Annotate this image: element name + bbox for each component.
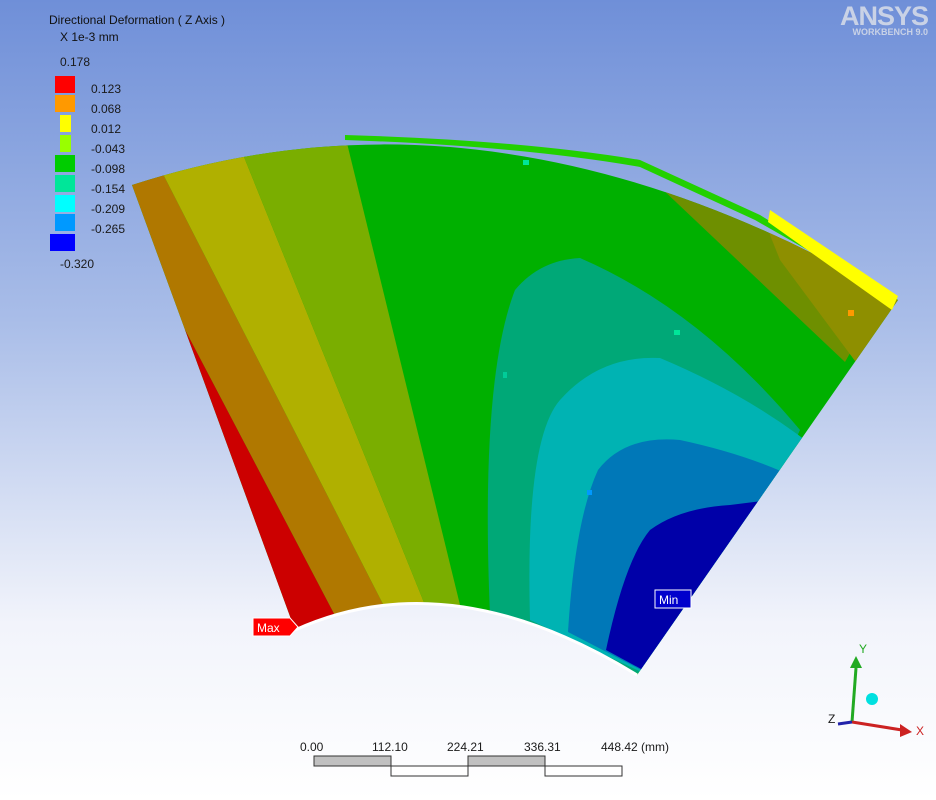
mesh-mark <box>674 330 680 335</box>
band-ochre <box>760 210 898 365</box>
max-flag <box>252 617 299 637</box>
mesh-mark <box>523 160 529 165</box>
inner-arc-edge <box>294 602 638 677</box>
scale-seg <box>544 765 623 777</box>
mesh-mark <box>587 490 592 495</box>
scale-tick: 448.42 (mm) <box>601 740 669 754</box>
scale-seg <box>313 755 392 767</box>
legend-level: 0.178 <box>60 55 90 69</box>
legend-levels: 0.178 0.123 0.068 0.012 -0.043 -0.098 -0… <box>60 55 125 271</box>
max-label: Max <box>257 621 280 635</box>
band-yellowgreen <box>242 144 460 605</box>
legend-unit: X 1e-3 mm <box>60 30 119 44</box>
mesh-mark <box>503 372 507 378</box>
scale-tick: 224.21 <box>447 740 484 754</box>
legend-level: -0.098 <box>91 162 125 176</box>
legend-swatch-5 <box>55 155 75 172</box>
band-yellow <box>162 152 425 608</box>
triad-z-axis <box>837 720 853 726</box>
contour-model[interactable] <box>120 135 905 690</box>
legend-swatch-1 <box>55 76 75 93</box>
legend-colorbar <box>50 76 75 251</box>
triad-y-axis <box>850 667 858 723</box>
scale-tick: 0.00 <box>300 740 324 754</box>
axis-triad[interactable]: Y X Z <box>828 642 924 738</box>
triad-x-axis <box>851 720 903 732</box>
triad-y-label: Y <box>859 642 867 656</box>
ansys-logo: ANSYS WORKBENCH 9.0 <box>839 1 929 37</box>
scale-seg <box>467 755 546 767</box>
sector-rim-yellow <box>768 210 898 310</box>
scale-seg <box>390 765 469 777</box>
min-flag <box>654 589 692 609</box>
legend-swatch-4 <box>60 135 71 152</box>
brand-name: ANSYS <box>839 1 929 31</box>
legend-level: -0.320 <box>60 257 94 271</box>
triad-y-arrow <box>850 656 862 668</box>
legend-swatch-9 <box>50 234 75 251</box>
scale-tick: 336.31 <box>524 740 561 754</box>
scale-tick: 112.10 <box>372 740 408 754</box>
min-label: Min <box>659 593 678 607</box>
legend-swatch-7 <box>55 195 75 212</box>
triad-z-label: Z <box>828 712 835 726</box>
legend-level: -0.265 <box>91 222 125 236</box>
min-probe[interactable]: Min <box>654 589 692 609</box>
legend-swatch-2 <box>55 95 75 112</box>
brand-sub: WORKBENCH 9.0 <box>852 27 928 37</box>
legend-swatch-6 <box>55 175 75 192</box>
max-probe[interactable]: Max <box>252 617 299 637</box>
legend-swatch-3 <box>60 115 71 132</box>
triad-iso-ball[interactable] <box>866 693 878 705</box>
legend-level: 0.012 <box>91 122 121 136</box>
legend-level: -0.043 <box>91 142 125 156</box>
legend-level: 0.068 <box>91 102 121 116</box>
legend-level: 0.123 <box>91 82 121 96</box>
band-orange <box>132 172 385 625</box>
triad-x-label: X <box>916 724 924 738</box>
scale-bar: 0.00 112.10 224.21 336.31 448.42 (mm) <box>300 740 669 777</box>
legend-level: -0.209 <box>91 202 125 216</box>
triad-x-arrow <box>900 724 912 737</box>
mesh-mark <box>848 310 854 316</box>
legend-title: Directional Deformation ( Z Axis ) <box>49 13 226 27</box>
legend-swatch-8 <box>55 214 75 231</box>
legend-level: -0.154 <box>91 182 125 196</box>
